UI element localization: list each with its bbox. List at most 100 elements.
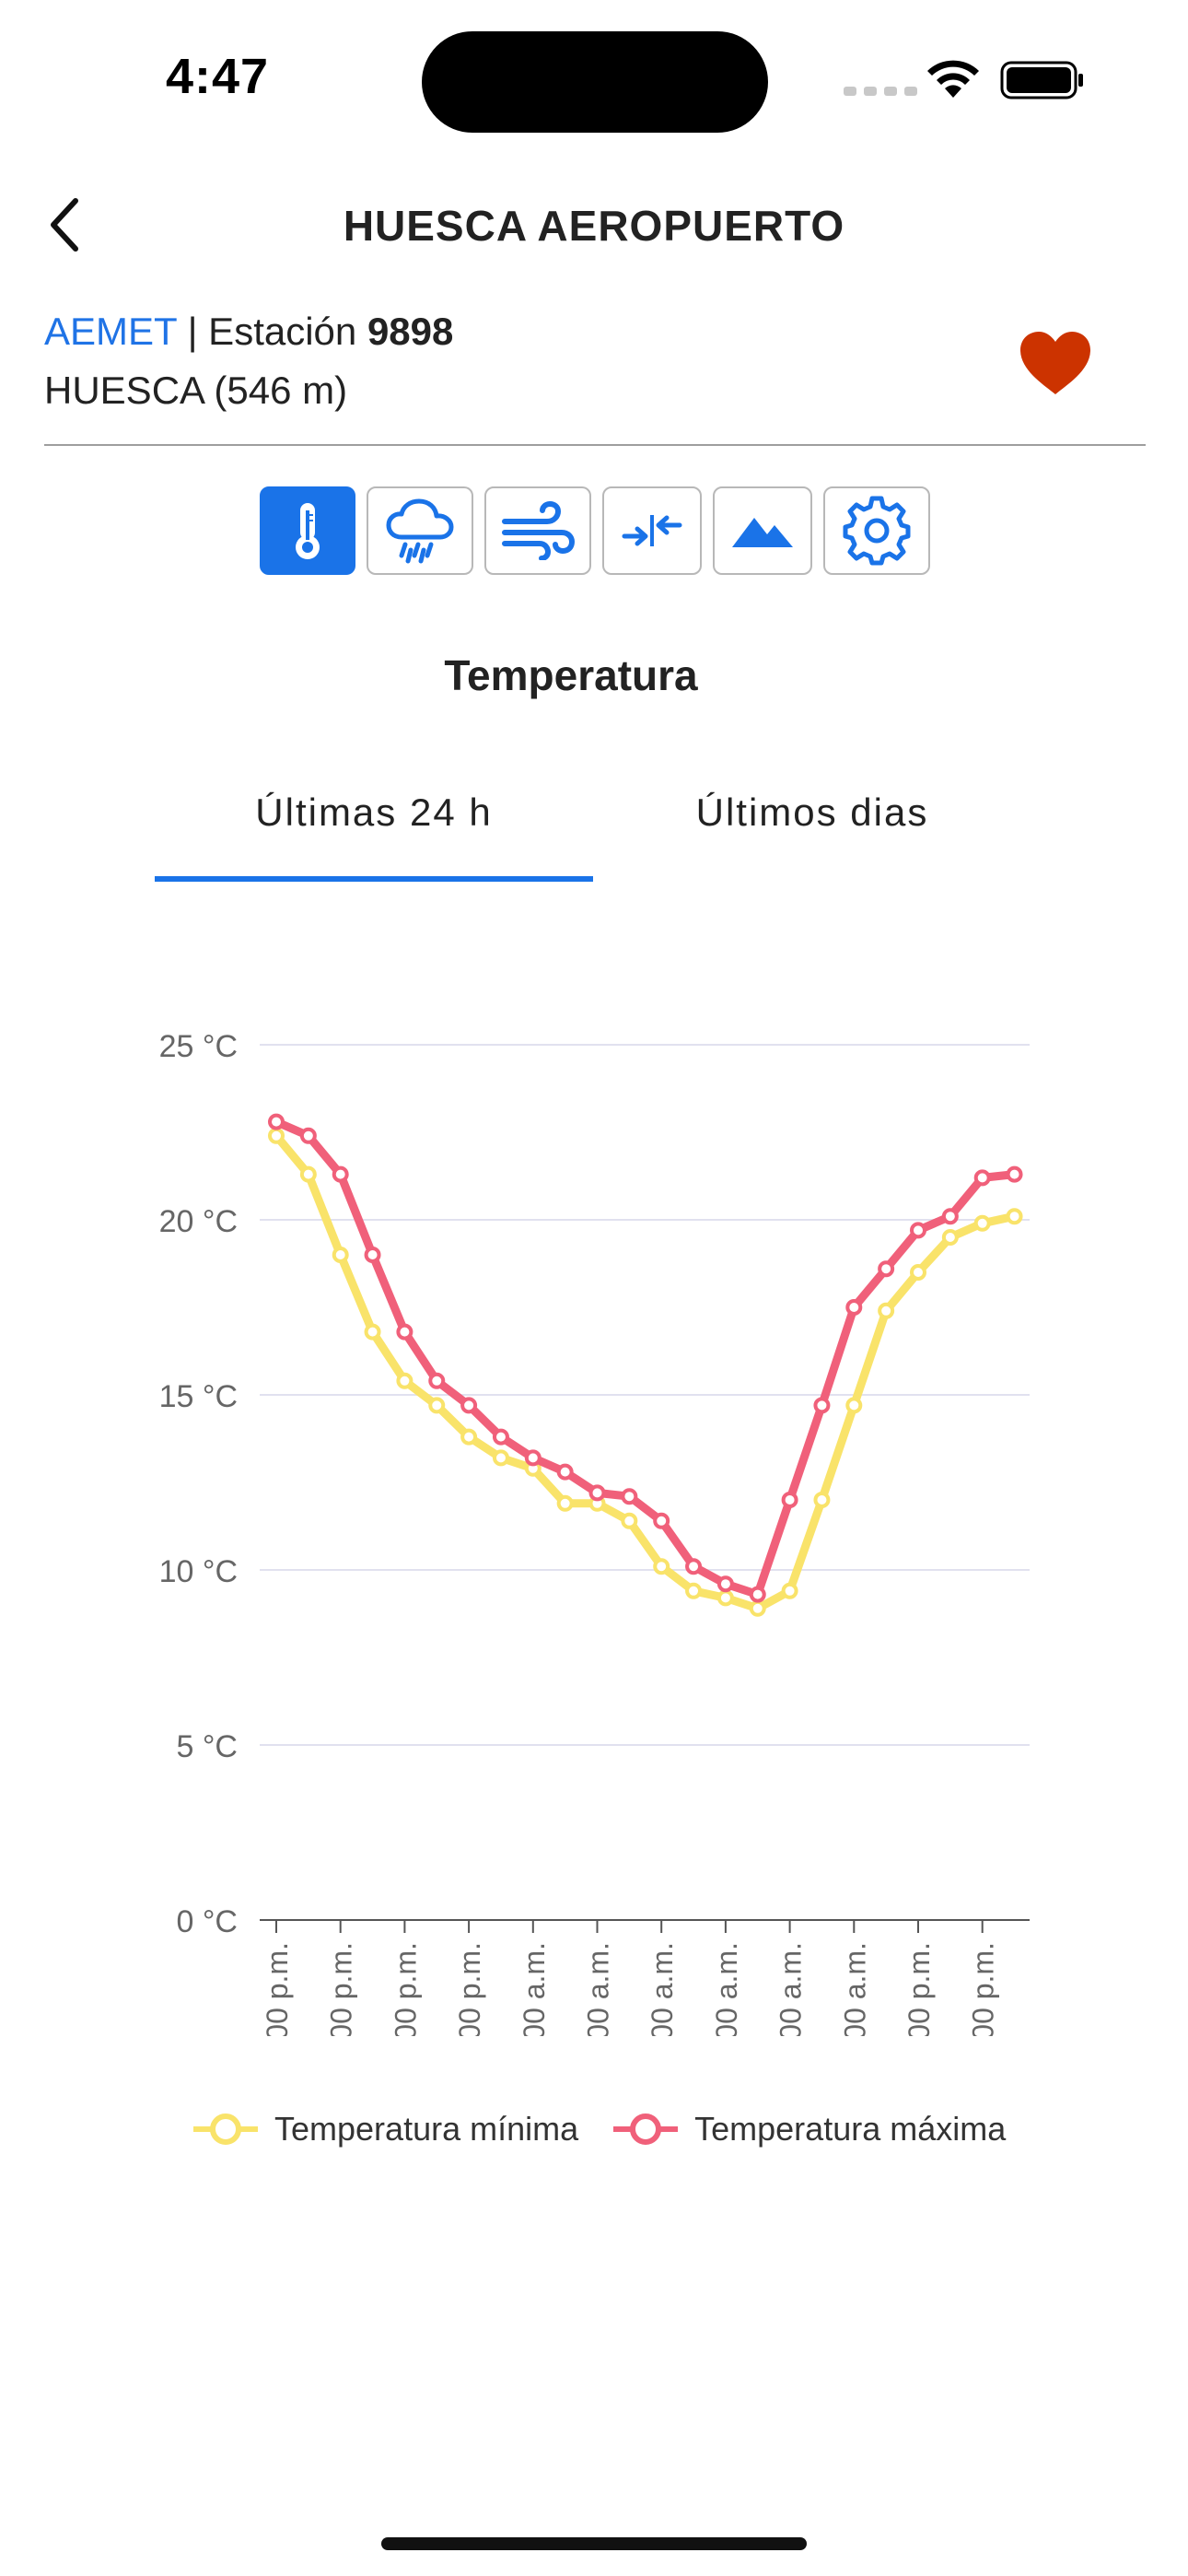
data-point-max xyxy=(556,1463,574,1481)
data-point-max xyxy=(524,1449,542,1467)
legend-marker-min xyxy=(193,2113,258,2145)
data-point-max xyxy=(396,1323,413,1341)
heart-icon xyxy=(1020,332,1090,394)
wind-button[interactable] xyxy=(484,486,591,575)
data-point-max xyxy=(428,1372,446,1389)
data-point-max xyxy=(716,1575,734,1593)
x-tick-label: 5:00 a.m. xyxy=(646,1942,679,2036)
y-tick-label: 10 °C xyxy=(159,1554,238,1589)
data-point-max xyxy=(621,1488,638,1505)
x-tick-label: 9:00 a.m. xyxy=(775,1942,808,2036)
data-point-min xyxy=(1006,1208,1023,1225)
series-line-min xyxy=(272,1131,1019,1613)
data-point-min xyxy=(492,1449,509,1467)
station-location: HUESCA (546 m) xyxy=(44,369,348,412)
data-point-max xyxy=(299,1127,317,1144)
favorite-button[interactable] xyxy=(1017,328,1094,398)
y-tick-label: 15 °C xyxy=(159,1379,238,1414)
x-tick-label: 11:00 a.m. xyxy=(838,1942,871,2036)
x-tick-label: 7:00 a.m. xyxy=(710,1942,743,2036)
wind-icon xyxy=(502,501,576,560)
x-tick-label: 9:00 p.m. xyxy=(389,1942,422,2036)
x-tick-label: 5:00 p.m. xyxy=(261,1942,294,2036)
data-point-max xyxy=(685,1558,703,1575)
status-time: 4:47 xyxy=(166,49,270,104)
data-point-min xyxy=(396,1372,413,1389)
source-link[interactable]: AEMET xyxy=(44,310,177,353)
data-point-min xyxy=(813,1492,831,1508)
data-point-max xyxy=(973,1169,991,1187)
data-point-max xyxy=(781,1492,798,1508)
data-point-min xyxy=(845,1397,863,1414)
legend-item-min[interactable]: Temperatura mínima xyxy=(192,2110,578,2149)
data-point-min xyxy=(878,1302,895,1319)
chart-legend: Temperatura mínima Temperatura máxima xyxy=(192,2110,1039,2149)
data-point-max xyxy=(1006,1165,1023,1183)
x-tick-label: 3:00 p.m. xyxy=(967,1942,1000,2036)
x-tick-label: 11:00 p.m. xyxy=(453,1942,486,2036)
data-point-min xyxy=(268,1127,285,1144)
series-line-max xyxy=(272,1118,1019,1599)
data-point-max xyxy=(364,1247,381,1263)
x-tick-label: 1:00 p.m. xyxy=(903,1942,936,2036)
altitude-button[interactable] xyxy=(713,486,812,575)
data-point-min xyxy=(364,1323,381,1341)
tab-active-indicator xyxy=(155,876,593,882)
data-point-max xyxy=(268,1113,285,1130)
data-point-min xyxy=(621,1512,638,1529)
data-point-min xyxy=(749,1599,766,1617)
data-point-max xyxy=(332,1165,349,1183)
data-point-max xyxy=(749,1586,766,1603)
home-indicator xyxy=(381,2537,807,2550)
y-tick-label: 0 °C xyxy=(176,1904,238,1939)
settings-button[interactable] xyxy=(823,486,930,575)
header-divider xyxy=(44,444,1146,446)
data-point-max xyxy=(910,1222,926,1239)
y-tick-label: 5 °C xyxy=(176,1729,238,1764)
y-tick-label: 20 °C xyxy=(159,1204,238,1239)
tab-last-days[interactable]: Últimos dias xyxy=(695,790,929,834)
legend-label-max: Temperatura máxima xyxy=(694,2110,1007,2148)
legend-label-min: Temperatura mínima xyxy=(274,2110,579,2148)
data-point-min xyxy=(653,1558,670,1575)
data-point-min xyxy=(460,1428,478,1446)
data-point-min xyxy=(941,1229,959,1246)
station-id: 9898 xyxy=(367,310,454,353)
chevron-left-icon xyxy=(51,198,78,252)
thermometer-icon xyxy=(296,503,320,559)
data-point-max xyxy=(492,1428,509,1446)
section-title: Temperatura xyxy=(444,651,698,699)
data-point-max xyxy=(813,1397,831,1414)
data-point-min xyxy=(428,1397,446,1414)
station-source-line: AEMET | Estación 9898 xyxy=(44,310,453,354)
data-point-min xyxy=(781,1582,798,1599)
data-point-min xyxy=(716,1589,734,1607)
data-point-min xyxy=(332,1247,349,1263)
mountain-icon xyxy=(732,518,793,547)
station-label: | Estación xyxy=(176,310,367,353)
data-point-min xyxy=(685,1582,703,1599)
temperature-button[interactable] xyxy=(260,486,355,575)
data-point-max xyxy=(653,1512,670,1529)
x-tick-label: 7:00 p.m. xyxy=(325,1942,358,2036)
data-point-min xyxy=(973,1214,991,1232)
data-point-max xyxy=(878,1260,895,1278)
rain-cloud-icon xyxy=(386,498,454,564)
tab-last-24h[interactable]: Últimas 24 h xyxy=(255,790,493,834)
y-tick-label: 25 °C xyxy=(159,1029,238,1064)
data-point-min xyxy=(910,1264,926,1281)
data-point-max xyxy=(460,1397,478,1414)
back-button[interactable] xyxy=(31,192,98,258)
pressure-button[interactable] xyxy=(602,486,702,575)
pressure-arrows-icon xyxy=(622,515,682,546)
page-title: HUESCA AEROPUERTO xyxy=(343,202,845,250)
legend-item-max[interactable]: Temperatura máxima xyxy=(611,2110,1006,2149)
gear-icon xyxy=(843,496,911,566)
data-point-min xyxy=(299,1165,317,1183)
cellular-signal-icon xyxy=(844,87,917,96)
data-point-min xyxy=(556,1494,574,1512)
battery-icon xyxy=(1000,61,1083,100)
precipitation-button[interactable] xyxy=(367,486,473,575)
data-point-max xyxy=(845,1299,863,1316)
dynamic-island xyxy=(422,31,768,133)
